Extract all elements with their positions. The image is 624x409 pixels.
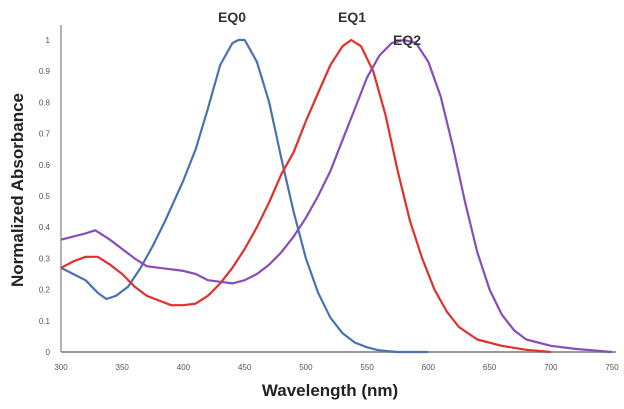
x-tick-label: 300	[54, 363, 68, 372]
y-tick-label: 0.1	[39, 317, 51, 326]
y-tick-label: 1	[46, 36, 51, 45]
x-tick-label: 400	[177, 363, 191, 372]
series-label-eq0: EQ0	[218, 9, 246, 25]
series-label-eq1: EQ1	[338, 9, 366, 25]
x-tick-label: 550	[360, 363, 374, 372]
x-tick-label: 350	[116, 363, 130, 372]
axes	[60, 25, 616, 353]
y-tick-label: 0.4	[39, 223, 51, 232]
y-axis-label: Normalized Absorbance	[8, 93, 27, 287]
x-tick-label: 500	[299, 363, 313, 372]
x-tick-label: 700	[544, 363, 558, 372]
x-tick-label: 600	[422, 363, 436, 372]
x-tick-label: 450	[238, 363, 252, 372]
y-tick-label: 0	[46, 348, 51, 357]
y-tick-label: 0.8	[39, 98, 51, 107]
x-tick-label: 650	[483, 363, 497, 372]
series-lines	[60, 38, 613, 354]
series-labels: EQ0 EQ1 EQ2	[218, 9, 421, 48]
y-tick-label: 0.2	[39, 286, 51, 295]
y-tick-label: 0.3	[39, 254, 51, 263]
y-ticks: 0 0.1 0.2 0.3 0.4 0.5 0.6 0.7 0.8 0.9 1	[39, 36, 51, 357]
series-line-eq2	[60, 38, 613, 354]
series-line-eq1	[60, 38, 551, 354]
series-label-eq2: EQ2	[393, 32, 421, 48]
y-tick-label: 0.5	[39, 192, 51, 201]
y-tick-label: 0.6	[39, 161, 51, 170]
series-line-eq0	[60, 38, 429, 354]
x-axis-label: Wavelength (nm)	[262, 381, 398, 400]
y-tick-label: 0.9	[39, 67, 51, 76]
x-ticks: 300 350 400 450 500 550 600 650 700 750	[54, 363, 619, 372]
y-tick-label: 0.7	[39, 130, 51, 139]
x-tick-label: 750	[605, 363, 619, 372]
